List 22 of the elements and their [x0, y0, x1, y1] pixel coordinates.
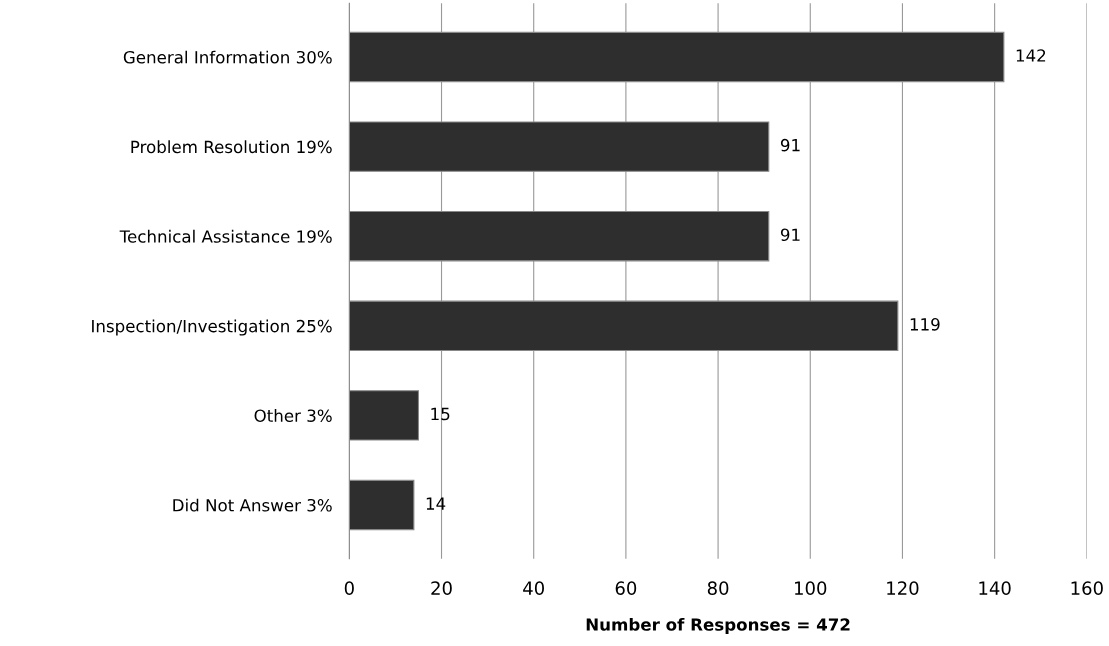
y-tick-label: Did Not Answer 3% — [173, 498, 332, 512]
x-axis-title: Number of Responses = 472 — [586, 617, 850, 635]
y-tick-label: Problem Resolution 19% — [131, 140, 332, 154]
x-tick-label: 100 — [795, 581, 827, 595]
x-tick-label: 80 — [707, 581, 729, 595]
y-tick-label: Inspection/Investigation 25% — [92, 319, 332, 336]
y-tick-label: General Information 30% — [123, 50, 332, 64]
data-label: 14 — [426, 497, 446, 510]
y-tick-label: Other 3% — [254, 409, 332, 422]
x-tick-label: 160 — [1071, 581, 1103, 595]
x-tick-label: 20 — [431, 581, 452, 595]
x-tick-label: 140 — [979, 581, 1011, 595]
y-tick-label: Technical Assistance 19% — [119, 229, 332, 243]
data-label: 91 — [780, 228, 800, 242]
x-tick-label: 120 — [887, 581, 919, 595]
data-label: 119 — [910, 318, 940, 331]
x-tick-label: 60 — [615, 581, 637, 595]
data-label: 142 — [1016, 49, 1046, 62]
x-tick-label: 0 — [344, 581, 354, 595]
data-label: 15 — [431, 407, 450, 421]
x-tick-label: 40 — [523, 581, 544, 595]
data-label: 91 — [780, 138, 800, 152]
